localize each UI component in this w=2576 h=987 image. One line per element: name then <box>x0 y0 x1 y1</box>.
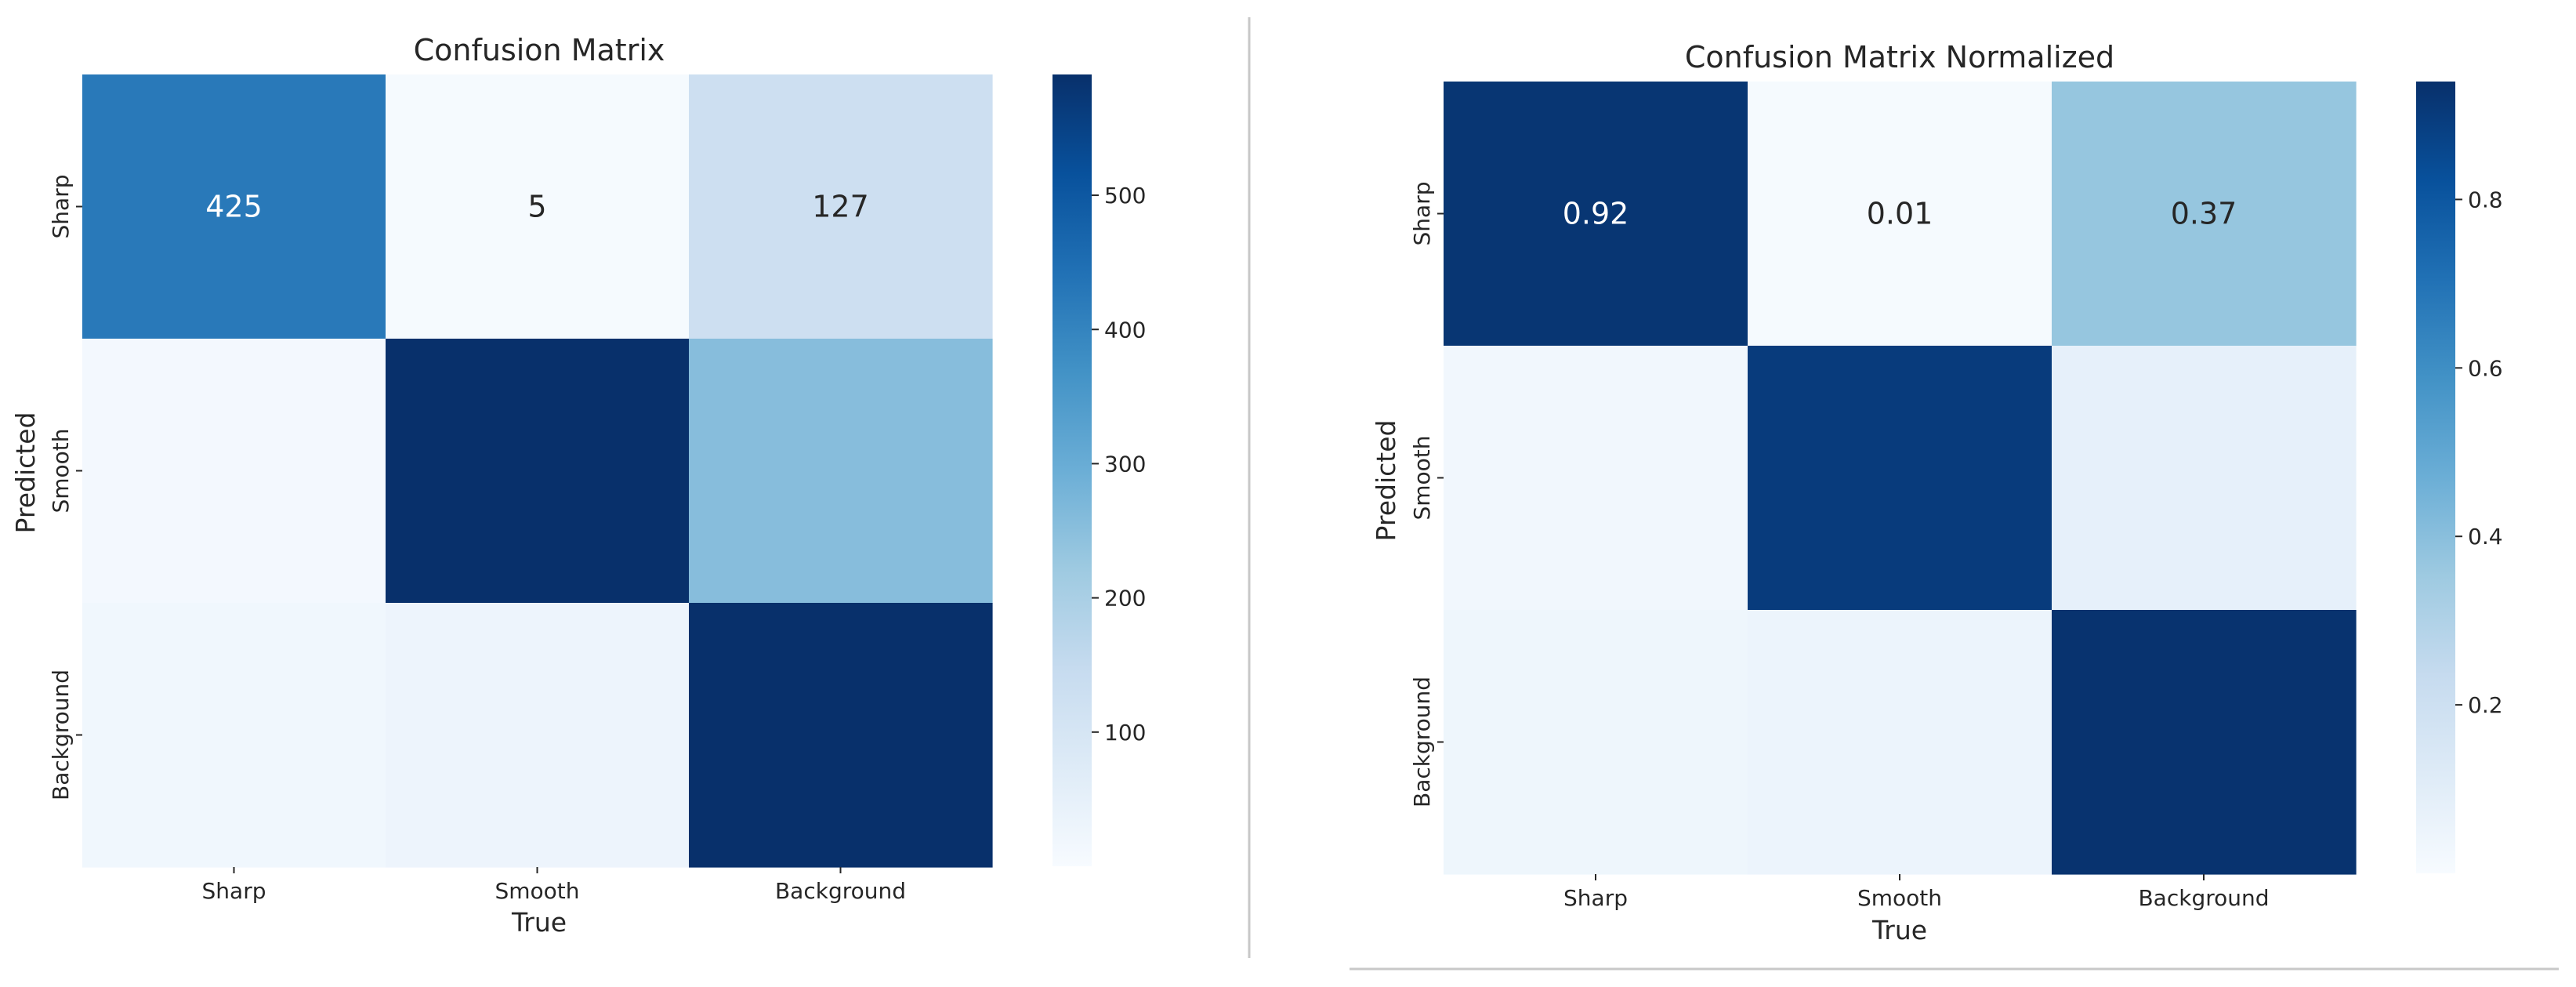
colorbar: 100 200 300 400 500 <box>1053 74 1146 866</box>
colorbar-tick-label: 0.4 <box>2468 524 2503 550</box>
heatmap-cell <box>2052 610 2357 875</box>
x-tick-label: Sharp <box>1563 885 1628 911</box>
heatmap-cell <box>689 339 993 604</box>
cell-value-label: 5 <box>527 190 546 224</box>
chart-title: Confusion Matrix Normalized <box>1685 40 2114 74</box>
confusion-matrix-chart: Confusion Matrix 425 5 127 Sharp Smooth Back… <box>10 33 1146 938</box>
colorbar-tick-label: 100 <box>1104 720 1146 746</box>
colorbar-gradient <box>2416 82 2455 873</box>
x-axis-ticks: Sharp Smooth Background <box>1563 874 2270 911</box>
x-axis-ticks: Sharp Smooth Background <box>202 867 906 904</box>
y-axis-label: Predicted <box>10 412 41 534</box>
colorbar-tick-label: 0.6 <box>2468 355 2503 381</box>
colorbar-tick-label: 400 <box>1104 317 1146 343</box>
x-axis-label: True <box>1871 915 1927 945</box>
x-tick-label: Background <box>2138 885 2269 911</box>
heatmap-cell <box>1444 346 1748 611</box>
x-tick-label: Smooth <box>495 878 579 904</box>
confusion-matrix-normalized-chart: Confusion Matrix Normalized 0.92 0.01 0.37… <box>1371 40 2503 945</box>
x-tick-label: Smooth <box>1857 885 1942 911</box>
heatmap-cell <box>1748 82 2052 347</box>
chart-title: Confusion Matrix <box>414 33 665 67</box>
heatmap-cell <box>1444 610 1748 875</box>
y-tick-label: Background <box>1409 677 1435 807</box>
heatmap-cell <box>1444 82 1748 347</box>
y-tick-label: Smooth <box>48 428 74 513</box>
colorbar-gradient <box>1053 74 1092 866</box>
colorbar-tick-label: 500 <box>1104 183 1146 209</box>
heatmap-cell <box>689 603 993 868</box>
cell-value-label: 0.92 <box>1563 197 1629 231</box>
heatmap-cell <box>82 603 386 868</box>
x-axis-label: True <box>511 907 567 938</box>
heatmap-cell <box>82 74 386 339</box>
colorbar: 0.2 0.4 0.6 0.8 <box>2416 82 2503 873</box>
heatmap-cells <box>82 74 993 868</box>
heatmap-cell <box>386 74 690 339</box>
y-axis-ticks: Sharp Smooth Background <box>1409 182 1444 807</box>
colorbar-tick-label: 300 <box>1104 451 1146 477</box>
heatmap-cell-labels: 0.92 0.01 0.37 <box>1563 197 2237 231</box>
cell-value-label: 127 <box>812 190 869 224</box>
cell-value-label: 0.01 <box>1867 197 1933 231</box>
heatmap-cell <box>1748 610 2052 875</box>
heatmap-cell <box>2052 346 2357 611</box>
heatmap-cell <box>689 74 993 339</box>
heatmap-cell <box>386 339 690 604</box>
y-axis-ticks: Sharp Smooth Background <box>48 175 82 800</box>
cell-value-label: 0.37 <box>2171 197 2237 231</box>
heatmap-cell <box>386 603 690 868</box>
colorbar-tick-label: 0.8 <box>2468 187 2503 212</box>
colorbar-tick-label: 200 <box>1104 586 1146 611</box>
y-tick-label: Sharp <box>48 175 74 239</box>
heatmap-cell <box>1748 346 2052 611</box>
cell-value-label: 425 <box>205 190 263 224</box>
heatmap-cell-labels: 425 5 127 <box>205 190 869 224</box>
x-tick-label: Background <box>775 878 906 904</box>
heatmap-cells <box>1444 82 2357 875</box>
y-axis-label: Predicted <box>1371 420 1401 542</box>
y-tick-label: Background <box>48 669 74 800</box>
y-tick-label: Sharp <box>1409 182 1435 246</box>
y-tick-label: Smooth <box>1409 435 1435 520</box>
x-tick-label: Sharp <box>202 878 266 904</box>
heatmap-cell <box>2052 82 2357 347</box>
heatmap-cell <box>82 339 386 604</box>
colorbar-tick-label: 0.2 <box>2468 692 2503 718</box>
